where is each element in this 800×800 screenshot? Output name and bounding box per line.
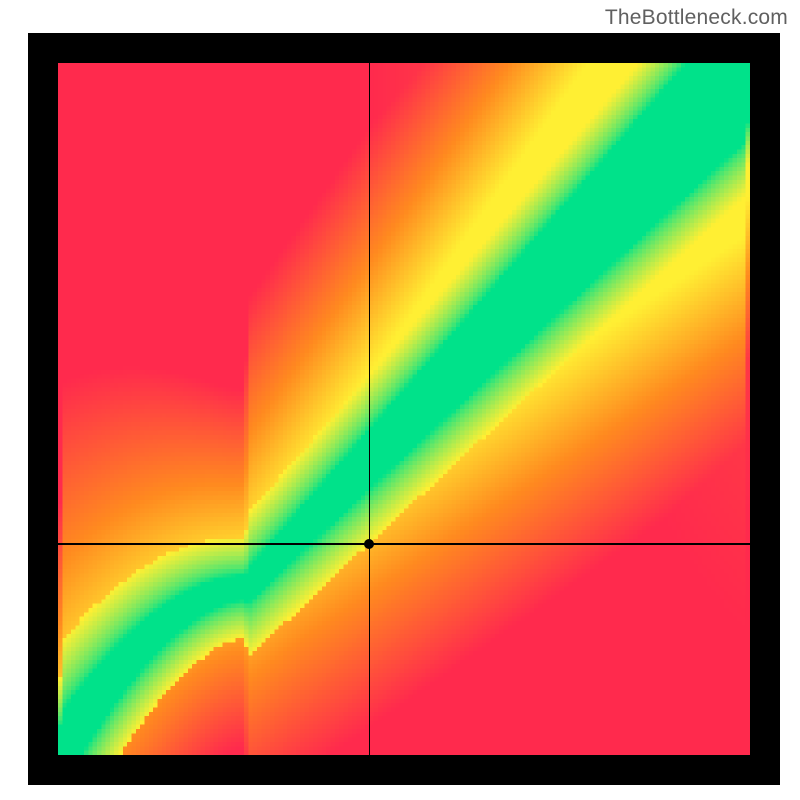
heatmap-plot: [58, 63, 750, 755]
crosshair-horizontal: [58, 543, 750, 544]
crosshair-vertical: [369, 63, 370, 755]
crosshair-marker: [364, 539, 374, 549]
chart-container: TheBottleneck.com: [0, 0, 800, 800]
heatmap-canvas: [58, 63, 750, 755]
watermark-text: TheBottleneck.com: [605, 6, 788, 30]
